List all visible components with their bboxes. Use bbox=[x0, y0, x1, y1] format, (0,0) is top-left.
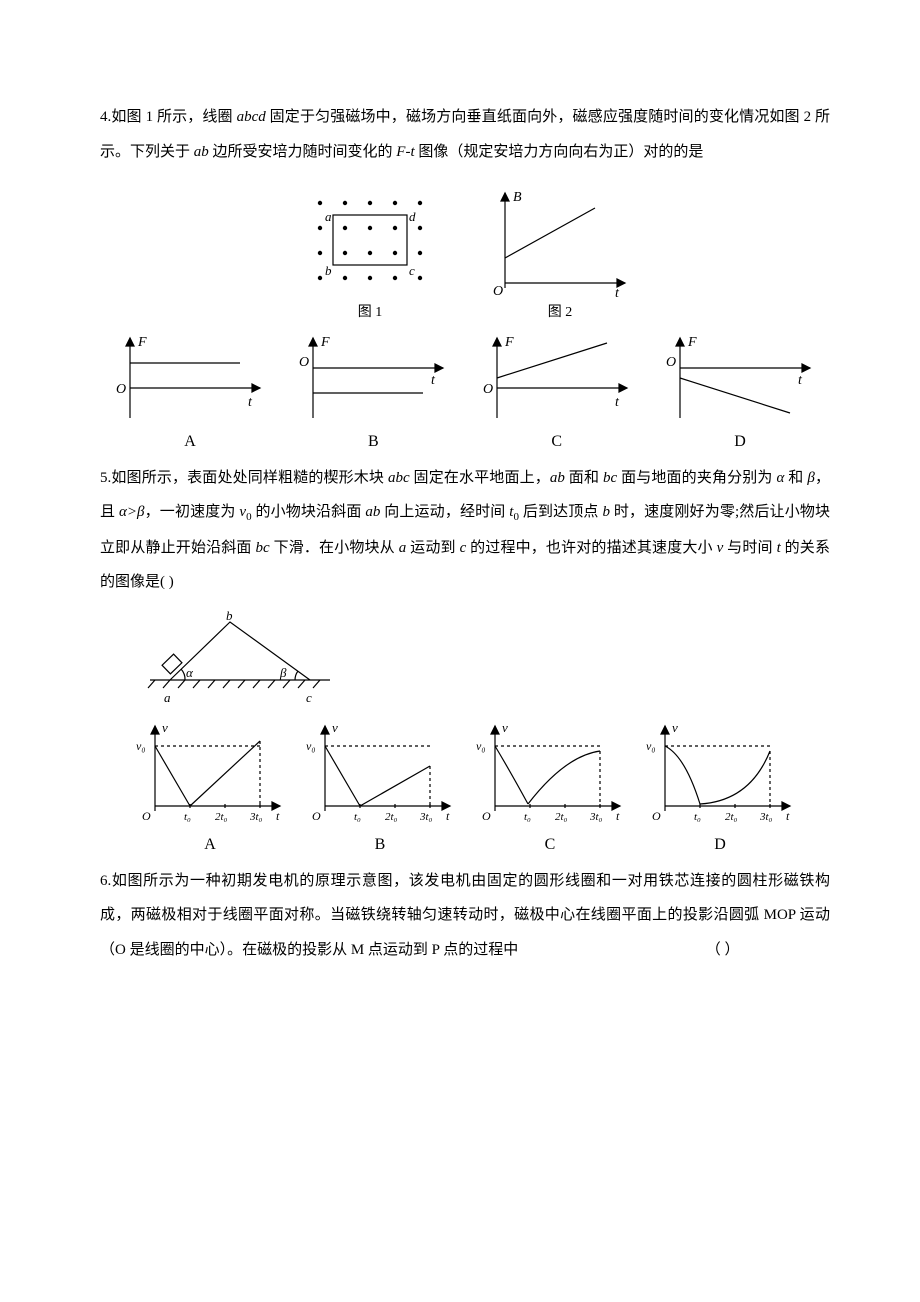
coil-a-label: a bbox=[325, 209, 332, 224]
svg-text:b: b bbox=[226, 610, 233, 623]
svg-text:t₀: t₀ bbox=[694, 811, 701, 823]
svg-text:3t₀: 3t₀ bbox=[589, 811, 603, 823]
q4-text-d: 图像（规定安培力方向向右为正）对的的是 bbox=[415, 144, 704, 160]
q4-optA-label: A bbox=[110, 432, 270, 451]
svg-text:t: t bbox=[248, 395, 253, 410]
q4-text-c: 边所受安培力随时间变化的 bbox=[209, 144, 397, 160]
svg-text:v: v bbox=[332, 720, 338, 735]
svg-text:t: t bbox=[798, 373, 803, 388]
q4-option-c: F O t C bbox=[477, 328, 637, 451]
q4-abcd: abcd bbox=[237, 109, 266, 125]
svg-text:F: F bbox=[687, 335, 697, 350]
q4-optD-svg: F O t bbox=[660, 328, 820, 428]
svg-text:t: t bbox=[276, 809, 280, 823]
svg-text:v: v bbox=[162, 720, 168, 735]
svg-text:O: O bbox=[666, 355, 676, 370]
q4-optD-label: D bbox=[660, 432, 820, 451]
svg-text:F: F bbox=[137, 335, 147, 350]
q4-text-a: 4.如图 1 所示，线圈 bbox=[100, 109, 237, 125]
q4-optB-svg: F O t bbox=[293, 328, 453, 428]
svg-text:t: t bbox=[431, 373, 436, 388]
svg-text:v₀: v₀ bbox=[476, 739, 486, 753]
svg-text:2t₀: 2t₀ bbox=[215, 811, 228, 823]
svg-text:β: β bbox=[279, 665, 287, 680]
q4-fig1-svg: a d b c bbox=[295, 183, 445, 303]
q5-optD-svg: v v₀ O t₀ 2t₀ 3t₀ t bbox=[640, 716, 800, 831]
svg-text:v: v bbox=[502, 720, 508, 735]
coil-d-label: d bbox=[409, 209, 416, 224]
q4-fig1: a d b c 图 1 bbox=[295, 183, 445, 322]
q5-option-b: v v₀ O t₀ 2t₀ 3t₀ t B bbox=[300, 716, 460, 854]
q4-fig1-caption: 图 1 bbox=[295, 305, 445, 322]
coil-b-label: b bbox=[325, 263, 332, 278]
q4-t-label: t bbox=[615, 286, 620, 301]
svg-text:v: v bbox=[672, 720, 678, 735]
q5-optA-svg: v v₀ O t₀ 2t₀ 3t₀ t bbox=[130, 716, 290, 831]
svg-text:t: t bbox=[786, 809, 790, 823]
coil-c-label: c bbox=[409, 263, 415, 278]
svg-text:F: F bbox=[504, 335, 514, 350]
svg-text:O: O bbox=[482, 809, 491, 823]
q4-options-row: F O t A F O t B F O t bbox=[110, 328, 820, 451]
question-6: 6.如图所示为一种初期发电机的原理示意图，该发电机由固定的圆形线圈和一对用铁芯连… bbox=[100, 864, 830, 968]
svg-text:O: O bbox=[299, 355, 309, 370]
svg-text:t₀: t₀ bbox=[524, 811, 531, 823]
q4-fig2-caption: 图 2 bbox=[485, 305, 635, 322]
svg-text:3t₀: 3t₀ bbox=[249, 811, 263, 823]
svg-text:O: O bbox=[483, 382, 493, 397]
q4-optB-label: B bbox=[293, 432, 453, 451]
q4-fig2: B O t 图 2 bbox=[485, 183, 635, 322]
svg-text:t: t bbox=[615, 395, 620, 410]
svg-text:2t₀: 2t₀ bbox=[385, 811, 398, 823]
q5-optC-svg: v v₀ O t₀ 2t₀ 3t₀ t bbox=[470, 716, 630, 831]
svg-text:c: c bbox=[306, 690, 312, 705]
svg-text:2t₀: 2t₀ bbox=[725, 811, 738, 823]
q4-optC-label: C bbox=[477, 432, 637, 451]
svg-text:t: t bbox=[616, 809, 620, 823]
q4-option-a: F O t A bbox=[110, 328, 270, 451]
svg-text:v₀: v₀ bbox=[136, 739, 146, 753]
svg-text:3t₀: 3t₀ bbox=[419, 811, 433, 823]
q4-figures: a d b c 图 1 B O t 图 2 bbox=[100, 183, 830, 322]
question-4: 4.如图 1 所示，线圈 abcd 固定于匀强磁场中，磁场方向垂直纸面向外，磁感… bbox=[100, 100, 830, 169]
svg-text:t₀: t₀ bbox=[184, 811, 191, 823]
q4-ab: ab bbox=[194, 144, 209, 160]
svg-text:α: α bbox=[186, 665, 194, 680]
svg-text:t₀: t₀ bbox=[354, 811, 361, 823]
svg-text:O: O bbox=[652, 809, 661, 823]
q5-wedge-svg: b a c α β bbox=[140, 610, 340, 710]
q5-options-row: v v₀ O t₀ 2t₀ 3t₀ t A v v₀ O t₀ 2t bbox=[100, 716, 830, 854]
q5-option-c: v v₀ O t₀ 2t₀ 3t₀ t C bbox=[470, 716, 630, 854]
q4-fig2-svg: B O t bbox=[485, 183, 635, 303]
q4-optA-svg: F O t bbox=[110, 328, 270, 428]
q4-ft: F-t bbox=[396, 144, 414, 160]
svg-text:O: O bbox=[142, 809, 151, 823]
q5-option-d: v v₀ O t₀ 2t₀ 3t₀ t D bbox=[640, 716, 800, 854]
svg-text:3t₀: 3t₀ bbox=[759, 811, 773, 823]
q4-B-label: B bbox=[513, 190, 522, 205]
q5-optB-svg: v v₀ O t₀ 2t₀ 3t₀ t bbox=[300, 716, 460, 831]
svg-text:v₀: v₀ bbox=[306, 739, 316, 753]
svg-text:O: O bbox=[312, 809, 321, 823]
svg-text:t: t bbox=[446, 809, 450, 823]
q4-optC-svg: F O t bbox=[477, 328, 637, 428]
q4-O-label: O bbox=[493, 284, 503, 299]
svg-text:F: F bbox=[320, 335, 330, 350]
q4-option-b: F O t B bbox=[293, 328, 453, 451]
svg-text:O: O bbox=[116, 382, 126, 397]
q6-paren: （ ） bbox=[706, 942, 740, 958]
q5-wedge-figure: b a c α β bbox=[140, 610, 830, 710]
q4-option-d: F O t D bbox=[660, 328, 820, 451]
svg-text:2t₀: 2t₀ bbox=[555, 811, 568, 823]
svg-text:a: a bbox=[164, 690, 171, 705]
q5-option-a: v v₀ O t₀ 2t₀ 3t₀ t A bbox=[130, 716, 290, 854]
question-5: 5.如图所示，表面处处同样粗糙的楔形木块 abc 固定在水平地面上，ab 面和 … bbox=[100, 461, 830, 600]
svg-text:v₀: v₀ bbox=[646, 739, 656, 753]
